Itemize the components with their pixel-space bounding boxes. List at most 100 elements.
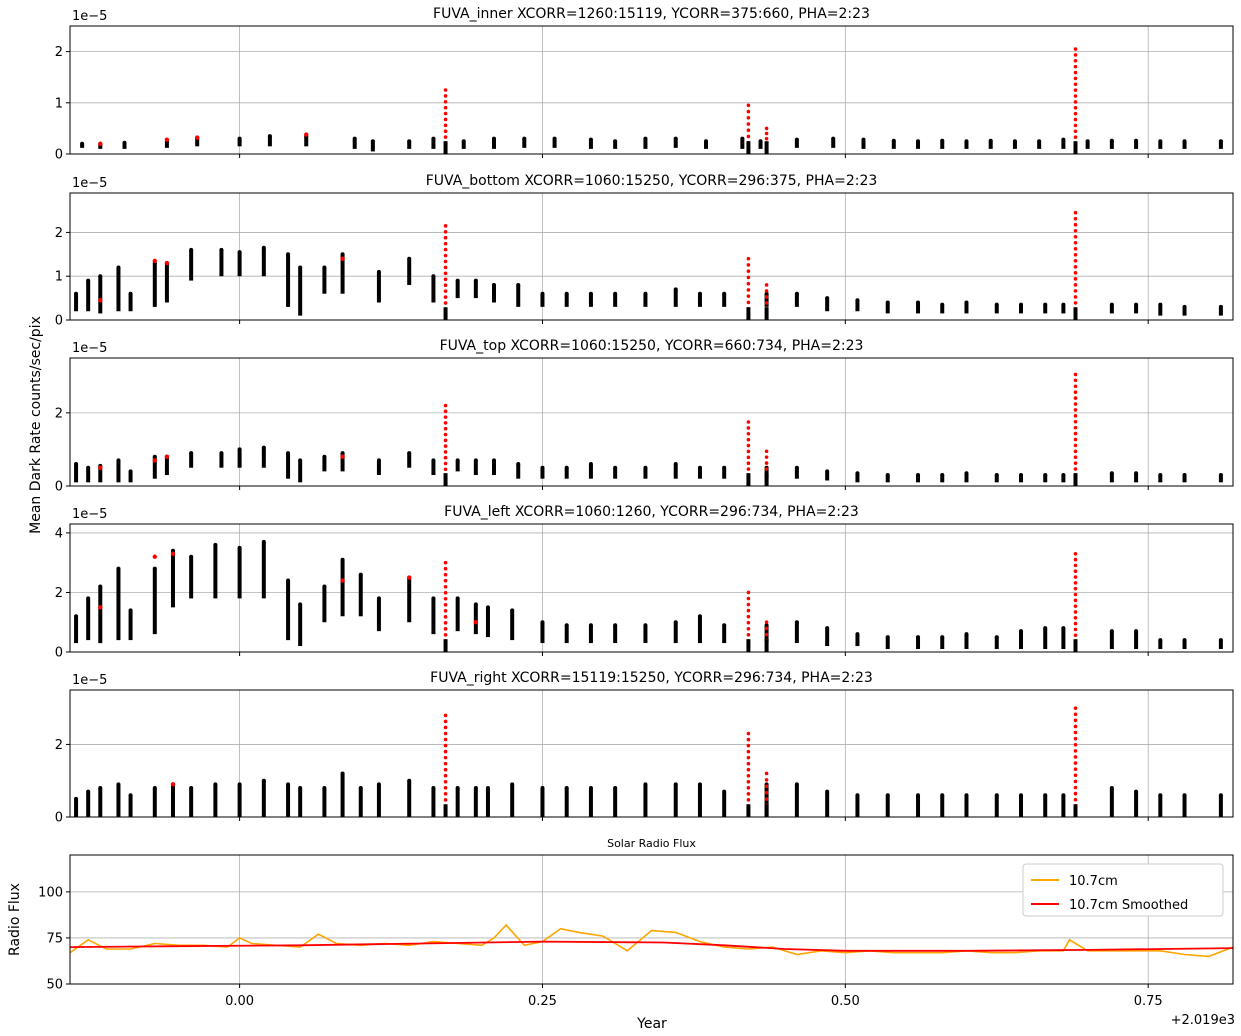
flagged-point	[1073, 265, 1078, 269]
data-point	[1018, 629, 1023, 634]
data-point	[1182, 793, 1187, 798]
data-point	[643, 136, 648, 141]
data-point	[722, 291, 727, 296]
data-point	[940, 138, 945, 143]
flagged-point	[443, 229, 448, 234]
flagged-point	[443, 713, 448, 718]
data-epoch	[1018, 793, 1023, 817]
data-point	[431, 274, 436, 279]
data-epoch	[1061, 473, 1066, 483]
flagged-point	[746, 275, 751, 280]
flagged-point	[1073, 467, 1078, 471]
flagged-point	[443, 609, 448, 613]
data-epoch	[128, 608, 133, 641]
data-epoch	[80, 141, 85, 148]
flagged-point	[443, 761, 448, 766]
flagged-point	[746, 256, 751, 261]
flagged-point	[164, 260, 170, 266]
flagged-point	[746, 420, 751, 424]
flagged-point	[764, 626, 769, 631]
flagged-point	[443, 94, 448, 98]
data-point	[1018, 302, 1023, 307]
data-epoch	[455, 596, 460, 632]
data-epoch	[540, 620, 545, 644]
panel-background	[70, 524, 1233, 652]
x-tick-label: 0.75	[1134, 994, 1163, 1009]
flagged-point	[746, 798, 751, 802]
data-epoch	[86, 465, 91, 483]
data-point	[74, 614, 79, 619]
flare	[764, 283, 769, 320]
flagged-point	[1073, 586, 1078, 591]
data-epoch	[540, 785, 545, 817]
data-point	[588, 623, 593, 628]
data-epoch	[164, 454, 170, 476]
data-epoch	[613, 139, 618, 149]
data-epoch	[697, 465, 702, 479]
data-point	[855, 471, 860, 476]
flagged-point	[1073, 779, 1078, 784]
flagged-point	[152, 258, 158, 264]
flagged-point	[1073, 755, 1078, 759]
flagged-point	[443, 241, 448, 246]
flagged-point	[1073, 414, 1078, 418]
data-point	[80, 141, 85, 146]
panel-background	[70, 193, 1233, 320]
flagged-point	[443, 426, 448, 431]
y-tick-label: 1	[55, 96, 63, 111]
data-point	[152, 566, 157, 571]
flagged-point	[443, 88, 448, 92]
data-epoch	[673, 462, 678, 479]
data-point	[286, 451, 291, 456]
data-point	[1218, 638, 1223, 643]
flagged-point	[1073, 372, 1078, 377]
data-epoch	[152, 785, 157, 817]
flagged-point	[1073, 797, 1078, 802]
data-epoch	[885, 473, 890, 483]
data-epoch	[588, 137, 593, 149]
flagged-point	[1073, 378, 1078, 383]
data-point	[794, 137, 799, 142]
data-epoch	[298, 602, 303, 647]
data-point	[492, 458, 497, 463]
flagged-point	[1073, 627, 1078, 632]
data-point	[261, 445, 266, 450]
flagged-point	[764, 289, 769, 293]
data-epoch	[1061, 302, 1066, 314]
data-epoch	[352, 136, 357, 149]
data-point	[764, 623, 769, 628]
data-point	[370, 139, 375, 144]
flagged-point	[1073, 581, 1078, 585]
flagged-point	[443, 283, 448, 288]
data-point	[1218, 139, 1223, 144]
data-epoch	[885, 793, 890, 817]
data-epoch	[855, 471, 860, 483]
data-epoch	[267, 134, 272, 147]
data-point	[98, 584, 103, 589]
data-epoch	[164, 260, 170, 303]
flagged-point	[164, 137, 170, 142]
data-epoch	[152, 454, 158, 479]
data-epoch	[189, 451, 194, 468]
data-epoch	[861, 137, 866, 149]
data-epoch	[1134, 471, 1139, 483]
flagged-point	[1073, 718, 1078, 723]
flagged-point	[1073, 82, 1078, 87]
data-point	[673, 462, 678, 467]
data-point	[613, 291, 618, 296]
data-point	[86, 789, 91, 794]
data-epoch	[1043, 473, 1048, 483]
flagged-point	[1073, 749, 1078, 753]
data-epoch	[1109, 785, 1114, 817]
flagged-point	[764, 467, 769, 471]
data-point	[322, 454, 327, 459]
data-point	[219, 451, 224, 456]
flagged-point	[1073, 730, 1078, 735]
scale-label: 1e−5	[72, 176, 107, 191]
data-point	[964, 632, 969, 637]
y-tick-label: 2	[55, 586, 63, 601]
data-epoch	[1043, 302, 1048, 314]
data-epoch	[431, 596, 436, 635]
x-tick-label: 0.50	[831, 994, 860, 1009]
flagged-point	[443, 450, 448, 454]
